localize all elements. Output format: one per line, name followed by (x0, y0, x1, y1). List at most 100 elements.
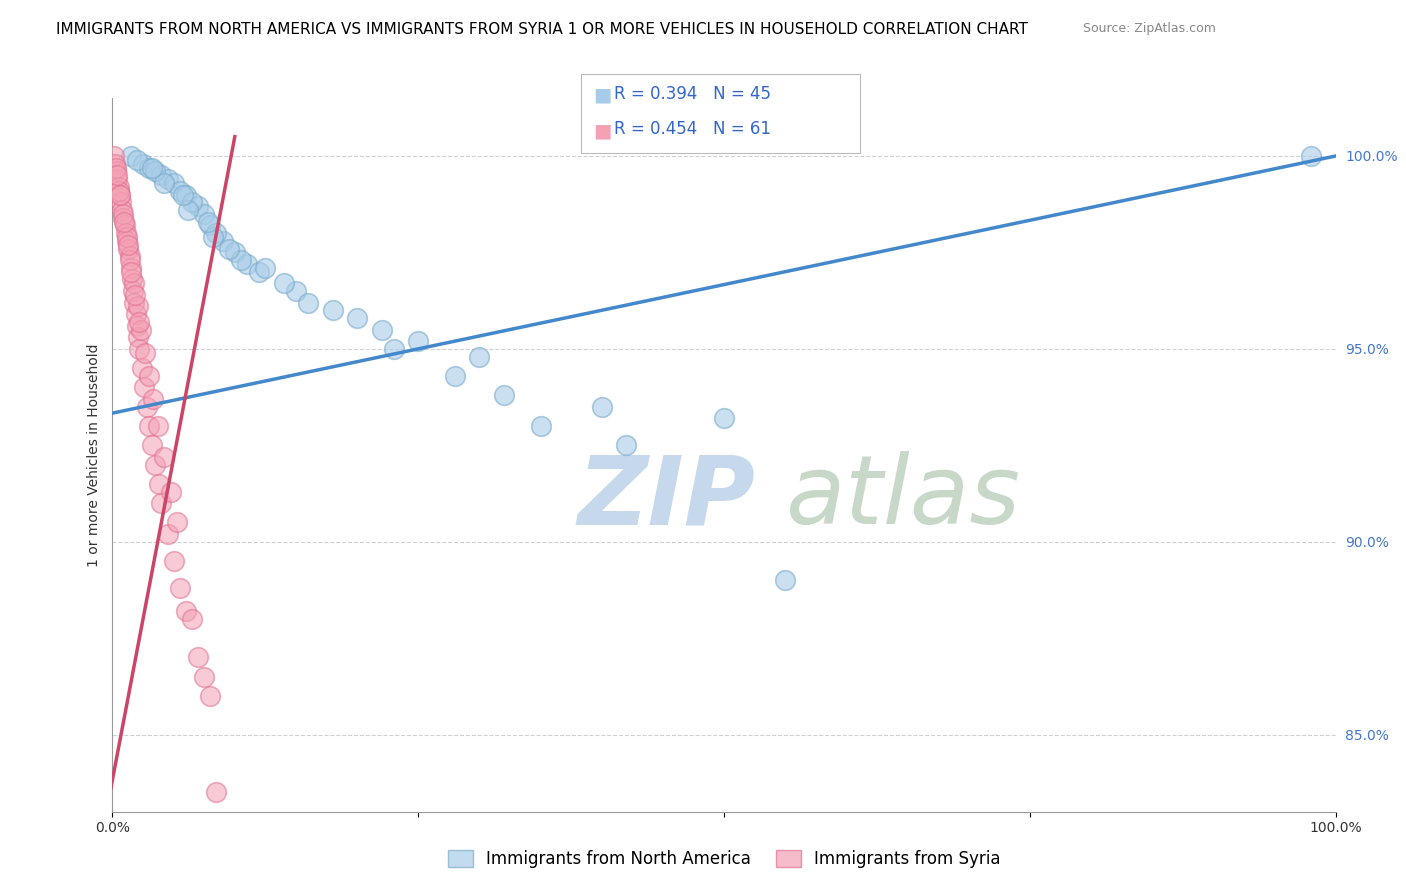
Point (127, 330, 149, 344)
Text: atlas: atlas (786, 451, 1021, 544)
Point (111, 207, 134, 221)
Point (284, 284, 308, 298)
Point (115, 230, 138, 244)
Point (408, 334, 430, 348)
Point (120, 265, 142, 279)
Point (529, 419, 551, 434)
Point (187, 199, 209, 213)
Y-axis label: 1 or more Vehicles in Household: 1 or more Vehicles in Household (87, 343, 101, 566)
Point (105, 168, 128, 182)
Point (125, 318, 148, 333)
Point (492, 388, 515, 402)
Point (125, 153, 148, 167)
Point (169, 184, 191, 198)
Text: ZIP: ZIP (578, 451, 755, 544)
Point (172, 187, 194, 202)
Point (107, 179, 129, 194)
Point (273, 277, 295, 291)
Point (150, 496, 173, 510)
Point (117, 237, 139, 252)
Point (105, 164, 128, 178)
Point (322, 303, 344, 318)
Point (166, 516, 188, 530)
Point (163, 554, 186, 568)
Point (205, 226, 228, 240)
Point (181, 612, 204, 626)
Point (174, 187, 197, 202)
Point (124, 288, 146, 302)
Point (134, 345, 156, 359)
Point (247, 265, 270, 279)
Point (193, 670, 215, 684)
Point (121, 272, 143, 286)
Point (177, 202, 200, 217)
Point (201, 230, 224, 244)
Point (122, 284, 145, 298)
Point (197, 214, 219, 228)
Point (112, 214, 135, 228)
Point (104, 157, 127, 171)
Point (141, 438, 163, 452)
Point (142, 392, 165, 406)
Point (131, 361, 153, 376)
Point (120, 260, 142, 275)
Point (135, 400, 157, 414)
Point (200, 689, 222, 703)
Legend: Immigrants from North America, Immigrants from Syria: Immigrants from North America, Immigrant… (441, 843, 1007, 875)
Point (153, 176, 176, 190)
Text: IMMIGRANTS FROM NORTH AMERICA VS IMMIGRANTS FROM SYRIA 1 OR MORE VEHICLES IN HOU: IMMIGRANTS FROM NORTH AMERICA VS IMMIGRA… (56, 22, 1028, 37)
Point (124, 295, 146, 310)
Point (112, 211, 135, 225)
Point (254, 260, 277, 275)
Point (132, 157, 155, 171)
Point (169, 581, 191, 595)
Point (297, 295, 319, 310)
Point (125, 307, 148, 321)
Point (174, 604, 197, 618)
Point (468, 350, 491, 364)
Point (110, 195, 132, 210)
Point (153, 450, 176, 464)
Point (110, 187, 132, 202)
Point (103, 149, 125, 163)
Point (120, 253, 142, 268)
Point (370, 322, 392, 336)
Text: R = 0.394   N = 45: R = 0.394 N = 45 (614, 85, 772, 103)
Point (382, 342, 405, 356)
Point (444, 368, 467, 383)
Point (200, 219, 222, 233)
Point (146, 419, 169, 434)
Point (218, 242, 240, 256)
Point (128, 315, 150, 329)
Point (236, 257, 259, 271)
Point (775, 574, 797, 588)
Point (114, 219, 136, 233)
Point (346, 310, 368, 325)
Point (108, 184, 131, 198)
Point (211, 234, 233, 248)
Point (205, 785, 228, 799)
Point (120, 149, 142, 163)
Point (143, 164, 166, 178)
Point (1301, 149, 1323, 163)
Point (138, 368, 160, 383)
Point (181, 195, 204, 210)
Point (122, 277, 145, 291)
Point (713, 411, 735, 425)
Point (138, 161, 160, 175)
Point (108, 187, 131, 202)
Point (187, 650, 209, 665)
Point (160, 484, 183, 499)
Point (614, 438, 637, 452)
Point (104, 161, 127, 175)
Point (193, 207, 215, 221)
Point (156, 172, 179, 186)
Point (134, 380, 156, 394)
Point (229, 253, 252, 268)
Text: Source: ZipAtlas.com: Source: ZipAtlas.com (1083, 22, 1216, 36)
Point (105, 172, 128, 186)
Point (111, 202, 134, 217)
Point (138, 419, 160, 434)
Point (150, 168, 173, 182)
Point (118, 249, 141, 263)
